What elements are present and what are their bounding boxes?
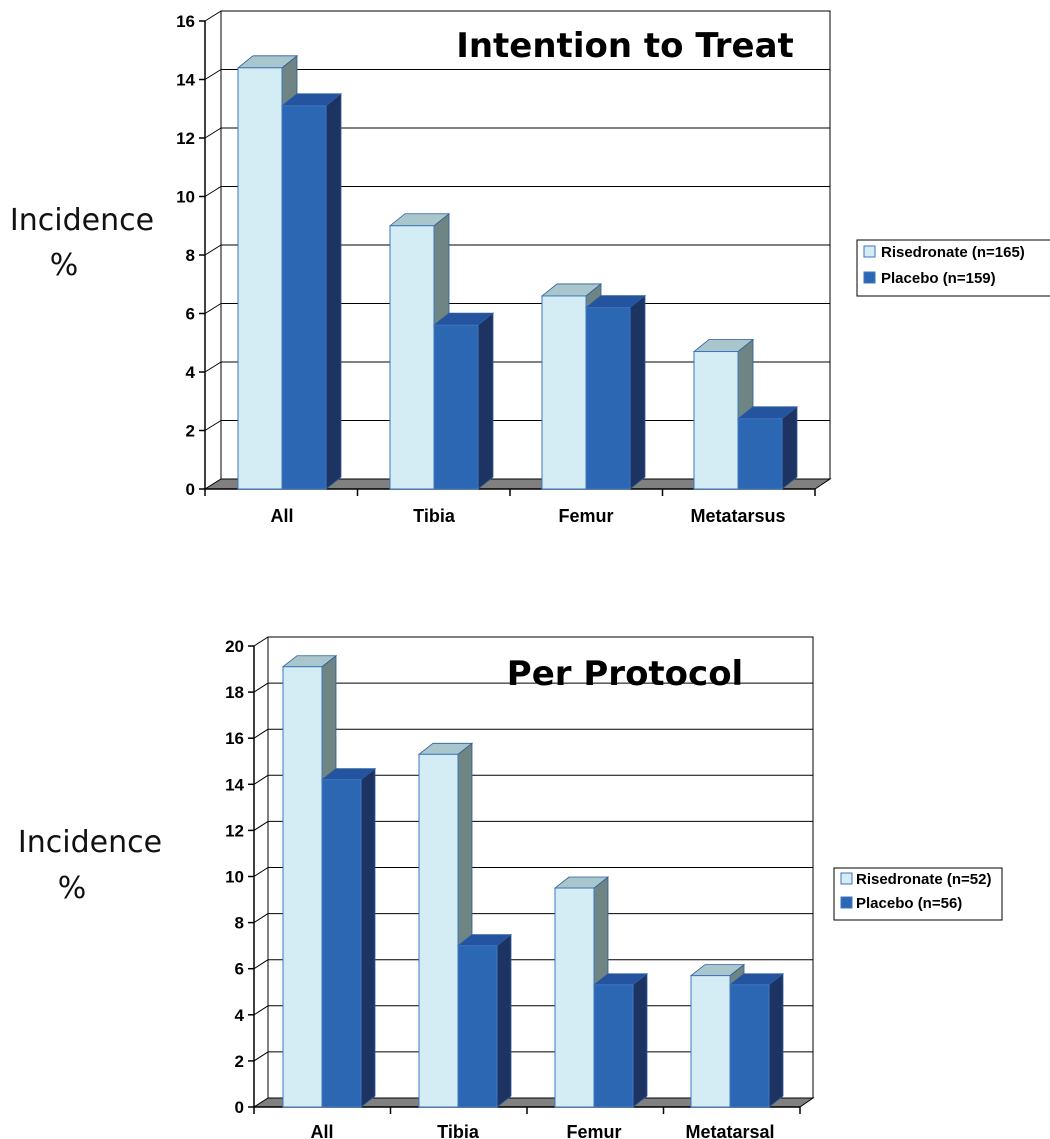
- legend-entry: Risedronate (n=52): [856, 871, 991, 888]
- bar-side: [477, 312, 494, 490]
- chart-per-protocol: 0 2 4 6 8 10 12 14 16 18 20 All Tibia Femur Metatarsal…: [18, 636, 1003, 1139]
- bar-side: [781, 405, 798, 490]
- y-axis-label-line2: %: [58, 871, 87, 906]
- x-category-label: All: [310, 1122, 333, 1139]
- y-tick-label: 14: [225, 775, 244, 794]
- y-tick-label: 8: [186, 246, 195, 265]
- y-tick-label: 16: [176, 12, 195, 31]
- legend-swatch: [863, 245, 876, 258]
- gridline-side: [204, 361, 222, 373]
- y-tick-label: 2: [186, 422, 195, 441]
- bar-placebo: [433, 324, 479, 490]
- gridline-side: [253, 682, 269, 693]
- bar-risedronate: [282, 666, 323, 1108]
- y-tick-label: 10: [225, 868, 244, 887]
- chart-title: Per Protocol: [507, 654, 743, 694]
- x-category-label: All: [270, 506, 293, 526]
- chart-intention-to-treat: 0 2 4 6 8 10 12 14 16 All Tibia Femur Metatarsus Inte…: [10, 10, 1050, 526]
- gridline-side: [204, 186, 222, 197]
- y-axis-label-line1: Incidence: [18, 825, 162, 860]
- y-tick-label: 0: [186, 480, 195, 499]
- y-axis-label-line1: Incidence: [10, 203, 154, 238]
- bar-risedronate: [237, 67, 283, 490]
- bar-side: [629, 294, 646, 490]
- bar-side: [768, 973, 784, 1108]
- bar-placebo: [593, 984, 634, 1108]
- y-tick-label: 0: [235, 1098, 244, 1117]
- bar-risedronate: [541, 295, 587, 490]
- y-tick-label: 4: [235, 1006, 245, 1025]
- bar-risedronate: [693, 351, 739, 490]
- x-category-label: Metatarsus: [690, 506, 785, 526]
- bar-placebo: [737, 418, 783, 490]
- y-tick-label: 2: [235, 1052, 244, 1071]
- bar-placebo: [729, 984, 770, 1108]
- gridline-side: [253, 1051, 269, 1062]
- gridline-side: [253, 913, 269, 924]
- x-category-label: Metatarsal: [685, 1122, 774, 1139]
- gridline-side: [204, 127, 222, 139]
- legend-box: [856, 239, 1050, 297]
- gridline-side: [204, 244, 222, 256]
- bar-side: [325, 92, 342, 490]
- y-tick-label: 6: [186, 305, 195, 324]
- gridline-side: [253, 959, 269, 970]
- y-tick-label: 14: [176, 71, 195, 90]
- bar-risedronate: [418, 753, 459, 1108]
- bar-placebo: [585, 307, 631, 490]
- gridline-side: [253, 820, 269, 831]
- y-tick-label: 4: [186, 363, 196, 382]
- gridline-side: [204, 420, 222, 431]
- y-axis-label-line2: %: [50, 248, 79, 283]
- legend-swatch: [863, 271, 876, 284]
- bar-side: [632, 973, 648, 1108]
- gridline-side: [253, 1005, 269, 1016]
- gridline-side: [253, 774, 269, 785]
- x-category-label: Femur: [566, 1122, 621, 1139]
- legend-entry: Placebo (n=159): [881, 270, 996, 287]
- gridline-side: [204, 69, 222, 80]
- gridline-side: [253, 728, 269, 739]
- legend-box: [833, 867, 1003, 921]
- legend-entry: Risedronate (n=165): [881, 244, 1025, 261]
- gridline-side: [253, 636, 269, 647]
- y-tick-label: 6: [235, 960, 244, 979]
- y-tick-label: 16: [225, 729, 244, 748]
- bar-placebo: [281, 105, 327, 490]
- bar-side: [496, 933, 512, 1108]
- legend-swatch: [840, 872, 853, 885]
- bar-placebo: [457, 945, 498, 1108]
- y-tick-label: 12: [176, 129, 195, 148]
- y-tick-label: 12: [225, 821, 244, 840]
- chart-title: Intention to Treat: [456, 26, 794, 66]
- y-tick-label: 18: [225, 683, 244, 702]
- bar-risedronate: [554, 887, 595, 1108]
- gridline-side: [204, 10, 222, 22]
- x-category-label: Tibia: [437, 1122, 480, 1139]
- x-category-label: Femur: [558, 506, 613, 526]
- bar-risedronate: [690, 975, 731, 1108]
- bar-placebo: [321, 779, 362, 1108]
- gridline-side: [204, 303, 222, 314]
- bar-risedronate: [389, 225, 435, 490]
- x-category-label: Tibia: [413, 506, 456, 526]
- y-tick-label: 8: [235, 914, 244, 933]
- y-tick-label: 20: [225, 637, 244, 656]
- gridline-side: [253, 867, 269, 877]
- legend-swatch: [840, 896, 853, 909]
- y-tick-label: 10: [176, 188, 195, 207]
- legend-entry: Placebo (n=56): [856, 895, 962, 912]
- bar-side: [360, 767, 376, 1108]
